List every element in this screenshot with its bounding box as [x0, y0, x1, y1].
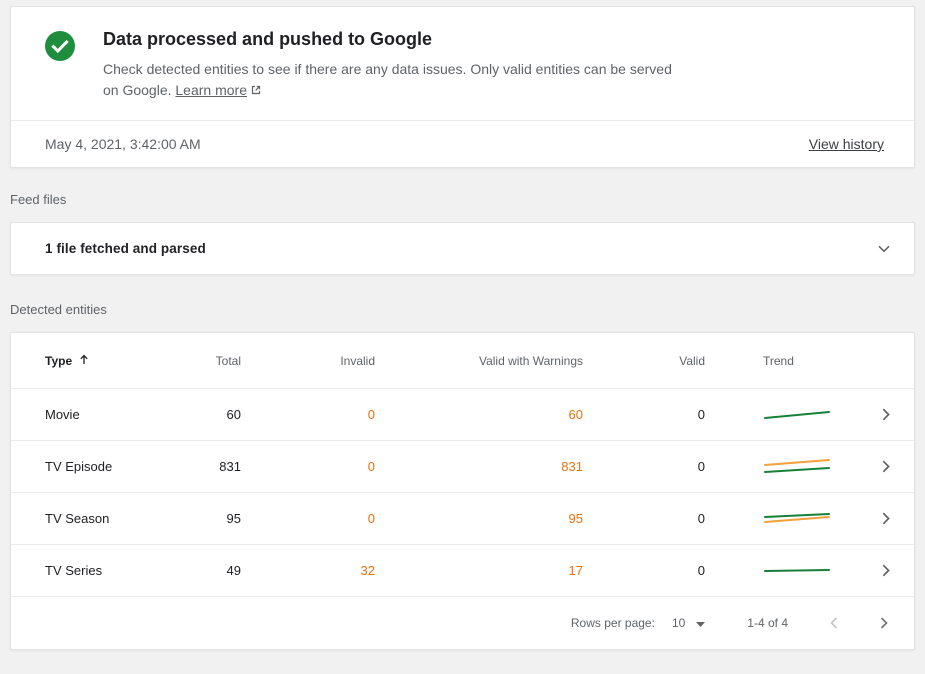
feed-status-page: Data processed and pushed to Google Chec…: [10, 6, 915, 650]
trend-sparkline: [763, 560, 863, 582]
feed-files-section-label: Feed files: [10, 192, 67, 207]
next-page-icon[interactable]: [878, 615, 890, 631]
pagination-range-label: 1-4 of 4: [747, 616, 788, 630]
learn-more-link[interactable]: Learn more: [175, 82, 262, 98]
prev-page-icon[interactable]: [828, 615, 840, 631]
valid-with-warnings-value: 831: [561, 459, 583, 474]
table-row[interactable]: Movie 60 0 60 0: [11, 389, 914, 441]
detected-entities-section-label: Detected entities: [10, 302, 107, 317]
entity-type-label: Movie: [45, 407, 80, 422]
valid-value: 0: [697, 563, 705, 578]
entity-type-label: TV Episode: [45, 459, 113, 474]
total-value: 831: [219, 459, 241, 474]
feed-files-expander[interactable]: 1 file fetched and parsed: [10, 222, 915, 275]
invalid-value: 32: [360, 563, 375, 578]
status-card-footer: May 4, 2021, 3:42:00 AM View history: [11, 120, 914, 167]
valid-with-warnings-value: 60: [568, 407, 583, 422]
status-card: Data processed and pushed to Google Chec…: [10, 6, 915, 168]
entity-type-label: TV Series: [45, 563, 103, 578]
table-row[interactable]: TV Season 95 0 95 0: [11, 493, 914, 545]
detected-entities-table: Type Total Invalid Valid with Warnings V…: [10, 332, 915, 650]
status-card-text: Data processed and pushed to Google Chec…: [103, 29, 673, 102]
table-row[interactable]: TV Series 49 32 17 0: [11, 545, 914, 597]
external-link-icon: [250, 83, 262, 99]
column-header-total[interactable]: Total: [215, 353, 241, 368]
valid-value: 0: [697, 407, 705, 422]
rows-per-page-label: Rows per page:: [570, 616, 655, 630]
entities-table-body: Movie 60 0 60 0 TV Episode 831 0 831 0 T…: [11, 389, 914, 597]
invalid-value: 0: [367, 459, 375, 474]
chevron-right-icon[interactable]: [882, 564, 890, 577]
valid-value: 0: [697, 459, 705, 474]
dropdown-arrow-icon: [696, 616, 706, 630]
column-header-valid[interactable]: Valid: [679, 353, 705, 368]
status-description: Check detected entities to see if there …: [103, 61, 672, 98]
status-title: Data processed and pushed to Google: [103, 29, 433, 49]
rows-per-page-select[interactable]: 10: [672, 616, 706, 630]
trend-sparkline: [763, 404, 863, 426]
column-header-valid-with-warnings[interactable]: Valid with Warnings: [478, 353, 583, 368]
trend-sparkline: [763, 508, 863, 530]
column-header-type[interactable]: Type: [45, 354, 191, 368]
total-value: 49: [226, 563, 241, 578]
valid-with-warnings-value: 95: [568, 511, 583, 526]
column-header-trend: Trend: [763, 353, 794, 368]
valid-value: 0: [697, 511, 705, 526]
valid-with-warnings-value: 17: [568, 563, 583, 578]
invalid-value: 0: [367, 407, 375, 422]
entity-type-label: TV Season: [45, 511, 110, 526]
total-value: 60: [226, 407, 241, 422]
check-circle-icon: [45, 31, 75, 66]
view-history-link[interactable]: View history: [808, 136, 884, 152]
invalid-value: 0: [367, 511, 375, 526]
chevron-right-icon[interactable]: [882, 460, 890, 473]
chevron-down-icon[interactable]: [878, 240, 890, 258]
table-pagination: Rows per page: 10 1-4 of 4: [11, 597, 914, 649]
chevron-right-icon[interactable]: [882, 408, 890, 421]
status-card-main: Data processed and pushed to Google Chec…: [11, 7, 914, 120]
trend-sparkline: [763, 456, 863, 478]
table-header-row: Type Total Invalid Valid with Warnings V…: [11, 333, 914, 389]
column-header-invalid[interactable]: Invalid: [340, 353, 375, 368]
table-row[interactable]: TV Episode 831 0 831 0: [11, 441, 914, 493]
total-value: 95: [226, 511, 241, 526]
sort-ascending-icon: [79, 354, 89, 368]
last-processed-timestamp: May 4, 2021, 3:42:00 AM: [45, 136, 201, 152]
feed-files-summary: 1 file fetched and parsed: [45, 241, 206, 256]
chevron-right-icon[interactable]: [882, 512, 890, 525]
